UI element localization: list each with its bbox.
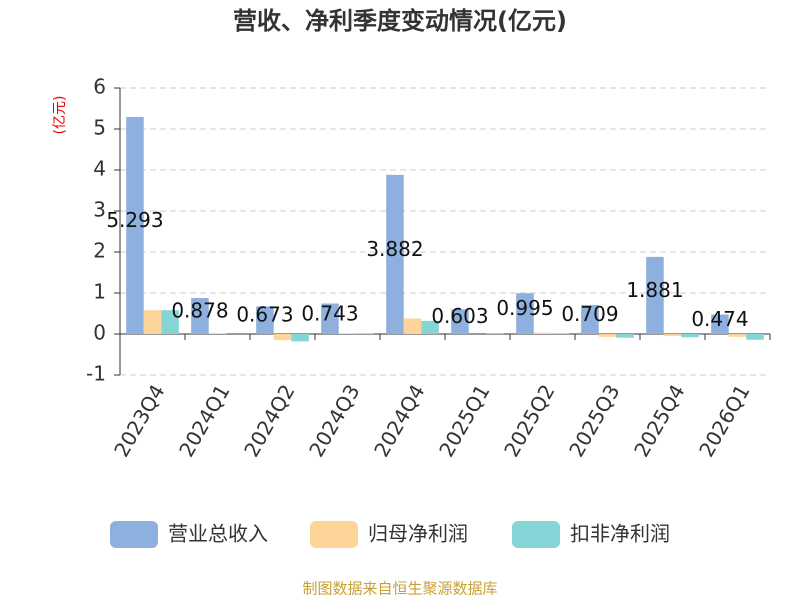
x-tick-label: 2023Q4: [109, 380, 169, 461]
source-note: 制图数据来自恒生聚源数据库: [302, 580, 497, 598]
legend-label: 扣非净利润: [570, 522, 670, 546]
data-label: 1.881: [626, 278, 683, 302]
legend-swatch: [110, 521, 158, 548]
chart-title: 营收、净利季度变动情况(亿元): [233, 7, 567, 35]
y-tick-label: 0: [93, 321, 106, 345]
y-tick-label: 2: [93, 239, 106, 263]
data-label: 5.293: [106, 208, 163, 232]
data-label: 0.995: [496, 296, 553, 320]
legend-label: 归母净利润: [368, 522, 468, 546]
data-label: 0.474: [691, 307, 748, 331]
bar: [486, 333, 504, 334]
x-tick-label: 2024Q4: [369, 380, 429, 461]
legend-swatch: [310, 521, 358, 548]
x-tick-label: 2024Q2: [239, 380, 299, 461]
bar: [616, 334, 634, 338]
bar: [681, 334, 699, 337]
y-tick-label: 6: [93, 75, 106, 99]
y-tick-label: 1: [93, 280, 106, 304]
legend-label: 营业总收入: [168, 522, 268, 546]
x-tick-label: 2025Q1: [434, 380, 494, 461]
data-label: 0.709: [561, 302, 618, 326]
data-label: 0.743: [301, 301, 358, 325]
x-tick-label: 2025Q3: [564, 380, 624, 461]
bar: [599, 334, 617, 337]
y-tick-label: -1: [86, 362, 106, 386]
y-axis-label: (亿元): [52, 96, 68, 135]
y-tick-label: 5: [93, 116, 106, 140]
legend-swatch: [512, 521, 560, 548]
bar: [746, 334, 764, 340]
data-label: 0.673: [236, 303, 293, 327]
data-label: 3.882: [366, 237, 423, 261]
x-tick-label: 2024Q3: [304, 380, 364, 461]
data-label: 0.878: [171, 299, 228, 323]
bar: [291, 334, 309, 341]
x-tick-label: 2025Q4: [629, 380, 689, 461]
x-tick-label: 2025Q2: [499, 380, 559, 461]
x-tick-label: 2024Q1: [174, 380, 234, 461]
bar: [664, 334, 682, 336]
bar: [404, 318, 422, 334]
x-tick-label: 2026Q1: [694, 380, 754, 461]
bar: [274, 334, 292, 340]
bar: [729, 334, 747, 337]
y-tick-label: 4: [93, 157, 106, 181]
data-label: 0.603: [431, 304, 488, 328]
bar: [144, 310, 162, 334]
bar: [534, 333, 552, 334]
y-tick-label: 3: [93, 198, 106, 222]
